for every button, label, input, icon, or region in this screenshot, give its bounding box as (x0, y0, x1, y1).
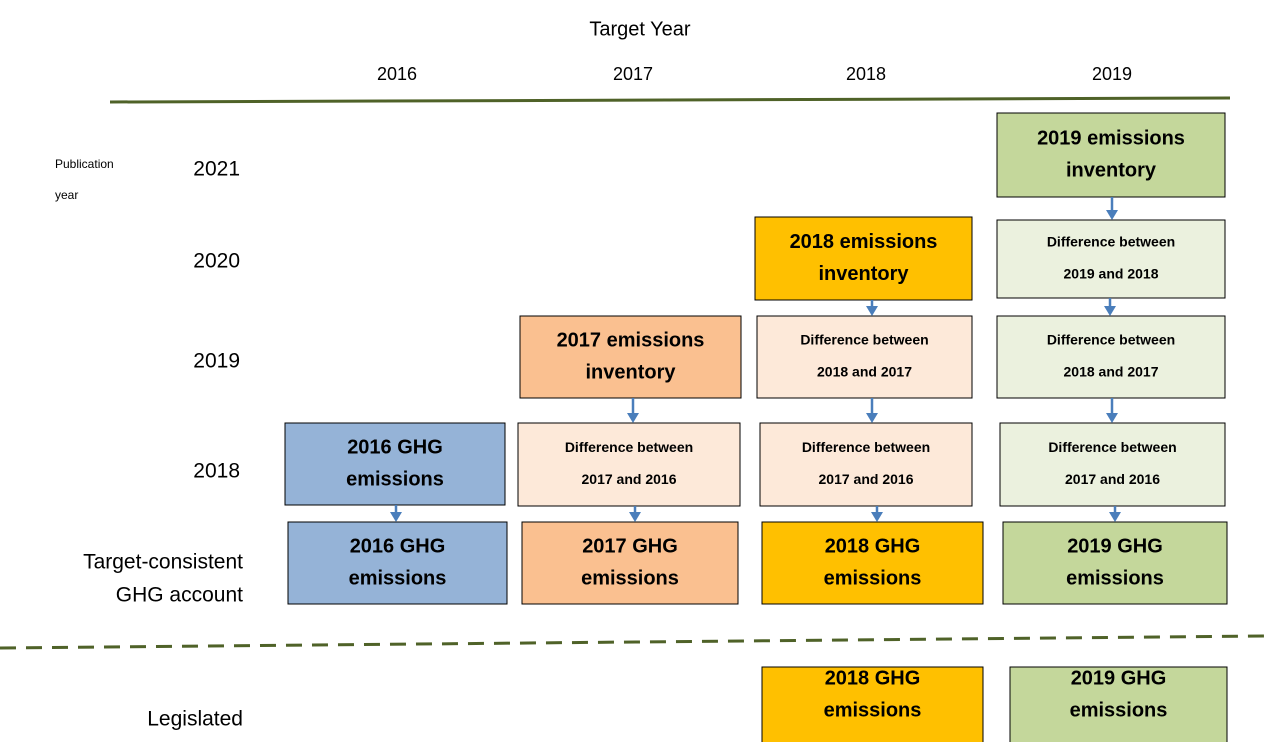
box-text: 2016 GHG (350, 535, 446, 557)
box-text: Difference between (1047, 234, 1175, 250)
column-year: 2019 (1092, 64, 1132, 84)
box-text: 2018 and 2017 (817, 364, 912, 380)
box-text: 2016 GHG (347, 436, 443, 458)
box (1002, 521, 1228, 605)
box-text: 2018 and 2017 (1064, 364, 1159, 380)
box-text: emissions (824, 567, 922, 589)
box-text: 2017 and 2016 (819, 471, 914, 487)
box-text: emissions (1070, 699, 1168, 721)
arrow-head (390, 512, 402, 522)
box (996, 219, 1226, 299)
box-text: 2017 emissions (557, 329, 705, 351)
arrow-head (629, 512, 641, 522)
box (517, 422, 741, 507)
box (996, 112, 1226, 198)
box (996, 315, 1226, 399)
box (287, 521, 508, 605)
box-text: inventory (818, 263, 909, 285)
box (754, 216, 973, 301)
box (521, 521, 739, 605)
column-year: 2016 (377, 64, 417, 84)
divider (0, 634, 1267, 650)
box-text: Difference between (1048, 439, 1176, 455)
box (761, 666, 984, 742)
row-year: 2019 (193, 350, 240, 373)
box-text: emissions (824, 699, 922, 721)
box (759, 422, 973, 507)
box-text: 2019 GHG (1071, 667, 1167, 689)
box-text: 2018 GHG (825, 535, 921, 557)
box-text: 2018 GHG (825, 667, 921, 689)
box-text: 2017 and 2016 (1065, 471, 1160, 487)
box (519, 315, 742, 399)
box-text: 2018 emissions (790, 231, 938, 253)
box-text: 2017 and 2016 (582, 471, 677, 487)
box-text: 2017 GHG (582, 535, 678, 557)
column-year: 2017 (613, 64, 653, 84)
box (1009, 666, 1228, 742)
arrow-head (866, 413, 878, 423)
legislated-label: Legislated (147, 708, 243, 731)
box-text: emissions (581, 567, 679, 589)
box-text: 2019 and 2018 (1064, 266, 1159, 282)
account-label: GHG account (116, 584, 243, 607)
arrow-head (866, 306, 878, 316)
row-year: 2020 (193, 250, 240, 273)
box-text: 2019 GHG (1067, 535, 1163, 557)
box (999, 422, 1226, 507)
row-year: 2018 (193, 460, 240, 483)
header-rule (109, 96, 1231, 104)
publication-label: year (55, 188, 78, 202)
box (756, 315, 973, 399)
box-text: Difference between (800, 332, 928, 348)
arrow-head (1109, 512, 1121, 522)
box-text: emissions (349, 567, 447, 589)
arrow-head (871, 512, 883, 522)
publication-label: Publication (55, 157, 114, 171)
arrow-head (1104, 306, 1116, 316)
box-text: 2019 emissions (1037, 127, 1185, 149)
row-year: 2021 (193, 158, 240, 181)
arrow-head (1106, 210, 1118, 220)
box-text: emissions (1066, 567, 1164, 589)
box-text: inventory (1066, 159, 1157, 181)
column-year: 2018 (846, 64, 886, 84)
box-text: Difference between (1047, 332, 1175, 348)
box (284, 422, 506, 506)
box-text: emissions (346, 468, 444, 490)
box (761, 521, 984, 605)
box-text: Difference between (565, 439, 693, 455)
header-title: Target Year (589, 18, 691, 40)
box-text: inventory (585, 361, 676, 383)
box-text: Difference between (802, 439, 930, 455)
arrow-head (1106, 413, 1118, 423)
arrow-head (627, 413, 639, 423)
account-label: Target-consistent (83, 551, 243, 574)
